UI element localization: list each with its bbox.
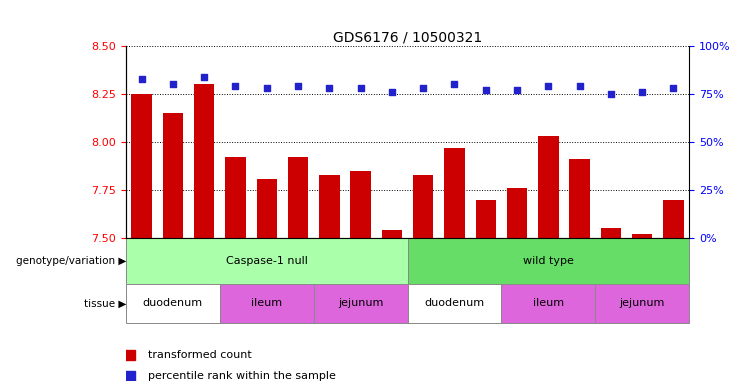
Bar [601, 228, 621, 238]
Text: duodenum: duodenum [425, 298, 485, 308]
Text: wild type: wild type [523, 256, 574, 266]
Text: Caspase-1 null: Caspase-1 null [226, 256, 308, 266]
Text: genotype/variation ▶: genotype/variation ▶ [16, 256, 126, 266]
Point [637, 89, 648, 95]
Text: jejunum: jejunum [338, 298, 383, 308]
Bar [163, 113, 183, 238]
Text: transformed count: transformed count [148, 350, 252, 360]
Bar [256, 179, 277, 238]
Bar [502, 284, 595, 323]
Text: tissue ▶: tissue ▶ [84, 298, 126, 308]
Point [448, 81, 460, 88]
Point [292, 83, 304, 89]
Text: ileum: ileum [251, 298, 282, 308]
Bar [569, 159, 590, 238]
Title: GDS6176 / 10500321: GDS6176 / 10500321 [333, 31, 482, 45]
Bar [413, 175, 433, 238]
Bar [126, 238, 408, 284]
Bar [445, 148, 465, 238]
Point [199, 74, 210, 80]
Bar [408, 238, 689, 284]
Bar [382, 230, 402, 238]
Bar [595, 284, 689, 323]
Point [386, 89, 398, 95]
Bar [319, 175, 339, 238]
Bar [632, 234, 652, 238]
Text: duodenum: duodenum [143, 298, 203, 308]
Point [605, 91, 617, 97]
Point [542, 83, 554, 89]
Bar [350, 171, 370, 238]
Bar [131, 94, 152, 238]
Bar [663, 200, 684, 238]
Point [323, 85, 335, 91]
Bar [225, 157, 245, 238]
Text: jejunum: jejunum [619, 298, 665, 308]
Bar [288, 157, 308, 238]
Bar [194, 84, 214, 238]
Bar [538, 136, 559, 238]
Bar [476, 200, 496, 238]
Text: percentile rank within the sample: percentile rank within the sample [148, 371, 336, 381]
Point [230, 83, 242, 89]
Point [574, 83, 585, 89]
Bar [408, 284, 502, 323]
Point [480, 87, 492, 93]
Point [167, 81, 179, 88]
Point [136, 76, 147, 82]
Bar [220, 284, 313, 323]
Point [417, 85, 429, 91]
Bar [313, 284, 408, 323]
Text: ileum: ileum [533, 298, 564, 308]
Point [511, 87, 523, 93]
Point [668, 85, 679, 91]
Point [355, 85, 367, 91]
Bar [126, 284, 220, 323]
Point [261, 85, 273, 91]
Bar [507, 188, 527, 238]
